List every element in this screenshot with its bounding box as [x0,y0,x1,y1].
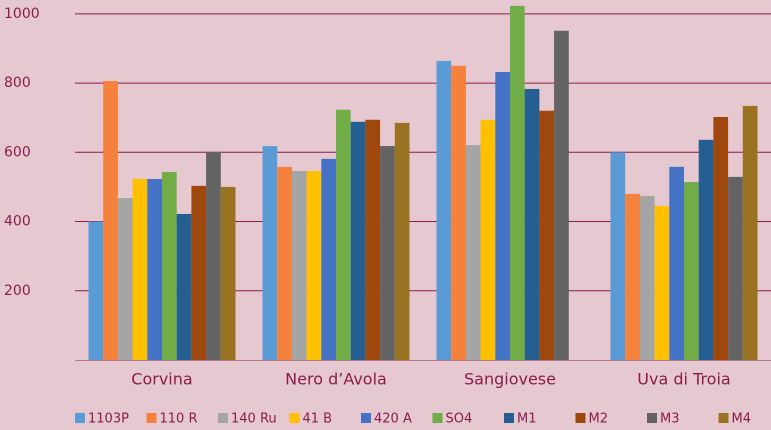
bar [162,172,177,360]
bar [713,117,729,360]
y-tick-label: 1000 [4,6,40,22]
x-tick-label: Uva di Troia [637,370,730,389]
bar [336,109,351,360]
bar [728,176,743,360]
y-tick-label: 200 [4,283,31,299]
bar [132,178,148,360]
bar [539,110,555,361]
legend-swatch [361,413,371,423]
bar [262,146,278,360]
bar [220,186,236,360]
legend-label: M1 [517,412,537,427]
bar [191,185,207,360]
bar [742,105,758,360]
bar [510,5,525,361]
legend-swatch [504,413,514,423]
legend-label: M2 [589,412,609,427]
bar [291,171,307,360]
bar [625,193,640,360]
legend-swatch [289,413,300,423]
legend-swatch [432,413,443,423]
bar [380,146,395,360]
bar [639,195,655,360]
legend-label: 41 B [303,412,333,427]
legend-swatch [718,413,729,423]
bar [524,88,540,360]
bar [495,72,510,360]
legend-label: 140 Ru [231,412,277,427]
bar [176,213,192,360]
legend-label: 420 A [374,412,412,427]
bar [306,171,322,360]
bar [277,166,292,360]
bar [117,198,133,360]
bar [465,145,481,360]
bar [610,152,626,360]
bar [654,205,670,360]
bar [206,151,221,360]
y-tick-label: 400 [4,214,31,230]
x-tick-label: Corvina [131,370,192,389]
bar [350,121,366,360]
legend-label: SO4 [446,412,473,427]
legend-swatch [146,413,157,423]
bar [321,158,336,360]
legend-label: M3 [660,412,680,427]
bar [451,65,466,361]
bar [554,30,569,361]
y-tick-label: 600 [4,144,31,160]
legend-label: 110 R [160,412,198,427]
y-tick-label: 800 [4,75,31,91]
bar [684,182,699,360]
legend-swatch [218,413,228,423]
legend-label: 1103P [88,412,129,427]
bar [698,139,714,360]
bar [103,81,118,360]
bar [436,60,452,361]
x-tick-label: Sangiovese [464,370,556,389]
x-tick-label: Nero d’Avola [285,370,387,389]
legend-swatch [647,413,657,423]
bar [669,166,684,360]
legend-swatch [75,413,85,423]
bar [480,119,496,361]
legend-swatch [575,413,586,423]
bar [365,119,381,361]
bar [394,122,410,360]
bar [147,178,162,360]
bar [88,221,104,360]
legend-label: M4 [732,412,752,427]
